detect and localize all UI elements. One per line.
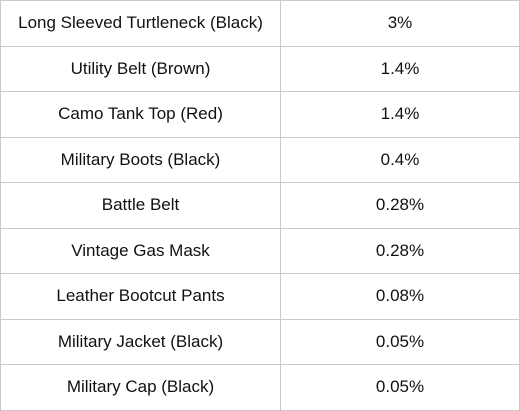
table-row: Military Jacket (Black) 0.05% [0, 318, 520, 365]
item-name-cell: Leather Bootcut Pants [0, 273, 281, 320]
rate-cell: 0.08% [280, 273, 520, 320]
item-name-cell: Military Boots (Black) [0, 136, 281, 183]
item-name-cell: Long Sleeved Turtleneck (Black) [0, 0, 281, 47]
table-row: Camo Tank Top (Red) 1.4% [0, 91, 520, 138]
rate-cell: 0.28% [280, 227, 520, 274]
rate-cell: 0.4% [280, 136, 520, 183]
rate-cell: 0.05% [280, 318, 520, 365]
item-name-cell: Camo Tank Top (Red) [0, 91, 281, 138]
item-name-cell: Utility Belt (Brown) [0, 45, 281, 92]
item-name-cell: Military Cap (Black) [0, 364, 281, 411]
rate-cell: 1.4% [280, 91, 520, 138]
table-row: Utility Belt (Brown) 1.4% [0, 45, 520, 92]
rate-cell: 3% [280, 0, 520, 47]
rate-cell: 0.05% [280, 364, 520, 411]
table-row: Vintage Gas Mask 0.28% [0, 227, 520, 274]
table-row: Leather Bootcut Pants 0.08% [0, 273, 520, 320]
table-row: Military Boots (Black) 0.4% [0, 136, 520, 183]
item-name-cell: Vintage Gas Mask [0, 227, 281, 274]
table-row: Long Sleeved Turtleneck (Black) 3% [0, 0, 520, 47]
table-row: Battle Belt 0.28% [0, 182, 520, 229]
item-name-cell: Military Jacket (Black) [0, 318, 281, 365]
rate-cell: 0.28% [280, 182, 520, 229]
rate-cell: 1.4% [280, 45, 520, 92]
table-row: Military Cap (Black) 0.05% [0, 364, 520, 411]
item-name-cell: Battle Belt [0, 182, 281, 229]
